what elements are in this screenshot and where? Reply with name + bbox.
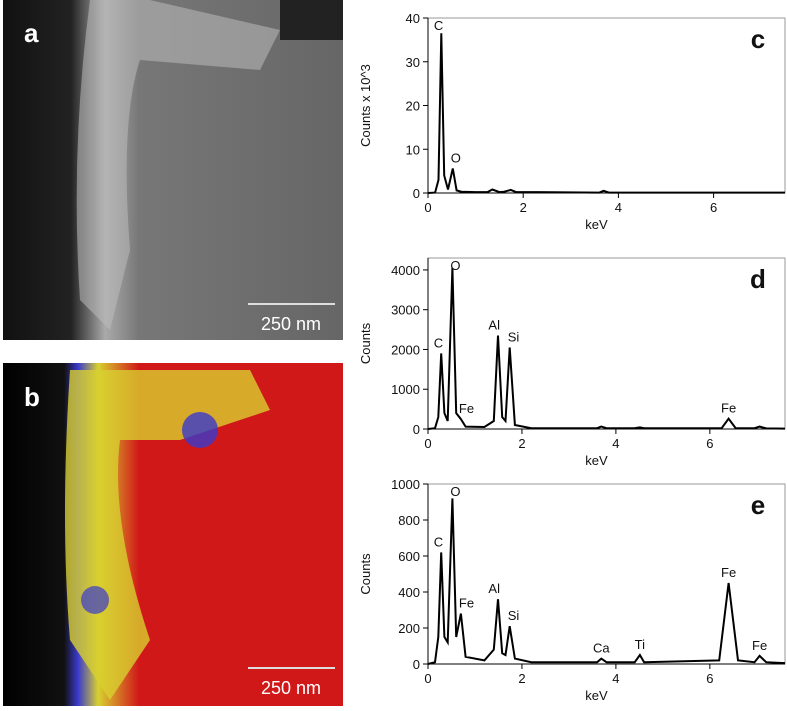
x-tick-label: 0 — [424, 671, 431, 686]
x-axis-label: keV — [585, 217, 608, 232]
peak-label: Si — [508, 329, 520, 344]
peak-label: O — [450, 258, 460, 273]
y-axis-label: Counts — [358, 322, 373, 364]
panel-label: e — [751, 490, 765, 520]
peak-label: Fe — [721, 565, 736, 580]
peak-label: C — [434, 534, 443, 549]
x-tick-label: 0 — [424, 436, 431, 451]
peak-label: Fe — [721, 401, 736, 416]
y-tick-label: 30 — [406, 55, 420, 70]
y-tick-label: 0 — [413, 422, 420, 437]
panel-label: c — [751, 24, 765, 54]
y-axis-label: Counts — [358, 553, 373, 595]
y-axis-label: Counts x 10^3 — [358, 64, 373, 147]
y-tick-label: 0 — [413, 657, 420, 672]
peak-label: Al — [488, 581, 500, 596]
peak-label: O — [450, 484, 460, 499]
x-tick-label: 6 — [706, 671, 713, 686]
y-tick-label: 0 — [413, 186, 420, 201]
peak-label: Fe — [752, 638, 767, 653]
scale-bar-label: 250 nm — [261, 678, 321, 698]
spectrum-line — [427, 498, 786, 665]
peak-label: Fe — [459, 401, 474, 416]
x-axis-label: keV — [585, 688, 608, 703]
y-tick-label: 3000 — [391, 303, 420, 318]
spectrum-line — [427, 267, 786, 430]
y-tick-label: 40 — [406, 11, 420, 26]
y-tick-label: 10 — [406, 142, 420, 157]
panel-label: a — [24, 18, 39, 48]
peak-label: Ca — [593, 641, 610, 656]
y-tick-label: 600 — [398, 549, 420, 564]
peak-label: Fe — [459, 596, 474, 611]
peak-label: Si — [508, 608, 520, 623]
y-tick-label: 1000 — [391, 382, 420, 397]
image-b: b 250 nm — [3, 363, 343, 706]
x-tick-label: 4 — [612, 671, 619, 686]
peak-label: C — [434, 335, 443, 350]
x-tick-label: 6 — [710, 200, 717, 215]
y-tick-label: 4000 — [391, 263, 420, 278]
panel-label: d — [750, 264, 766, 294]
x-axis-label: keV — [585, 453, 608, 468]
peak-label: Ti — [635, 637, 645, 652]
plot-frame — [427, 17, 786, 194]
panel-label: b — [24, 382, 40, 412]
scale-bar-label: 250 nm — [261, 314, 321, 334]
image-a: a 250 nm — [3, 0, 343, 340]
y-tick-label: 200 — [398, 621, 420, 636]
peak-label: O — [451, 151, 461, 166]
y-tick-label: 20 — [406, 99, 420, 114]
x-tick-label: 0 — [424, 200, 431, 215]
peak-label: Al — [488, 318, 500, 333]
x-tick-label: 2 — [518, 671, 525, 686]
x-tick-label: 2 — [520, 200, 527, 215]
y-tick-label: 400 — [398, 585, 420, 600]
x-tick-label: 2 — [518, 436, 525, 451]
x-tick-label: 4 — [615, 200, 622, 215]
spectrum-line — [427, 33, 785, 194]
y-tick-label: 800 — [398, 513, 420, 528]
y-tick-label: 1000 — [391, 477, 420, 492]
peak-label: C — [434, 18, 443, 33]
y-tick-label: 2000 — [391, 342, 420, 357]
x-tick-label: 4 — [612, 436, 619, 451]
x-tick-label: 6 — [706, 436, 713, 451]
